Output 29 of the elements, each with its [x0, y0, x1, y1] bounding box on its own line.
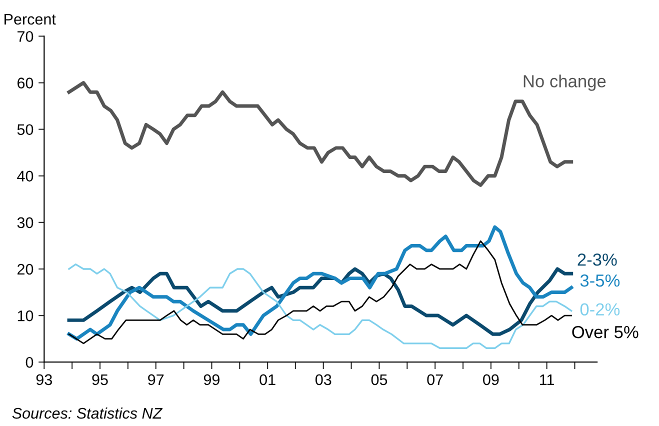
x-tick-label: 95: [92, 374, 108, 386]
y-tick-label: 70: [18, 31, 34, 42]
x-tick-label: 97: [148, 374, 164, 386]
line-series: [67, 267, 574, 336]
source-note: Sources: Statistics NZ: [12, 408, 163, 419]
y-tick-label: 20: [18, 264, 34, 275]
series-label: 0-2%: [580, 303, 620, 316]
series-label: No change: [524, 74, 606, 91]
series-label: 2-3%: [578, 254, 617, 266]
y-tick-label: 40: [17, 170, 34, 182]
y-axis-title: Percent: [4, 14, 56, 25]
x-tick-label: 09: [483, 374, 499, 386]
x-tick-label: 93: [36, 374, 52, 386]
series-label: Over 5%: [572, 326, 638, 338]
x-tick-label: 11: [540, 374, 554, 385]
y-tick-label: 0: [26, 356, 34, 368]
x-tick-label: 99: [204, 374, 220, 386]
series-label: 3-5%: [580, 274, 620, 287]
y-tick-label: 10: [18, 310, 34, 322]
x-tick-label: 03: [315, 374, 332, 386]
x-tick-label: 01: [260, 374, 276, 386]
line-series: [68, 264, 572, 349]
x-tick-label: 07: [427, 374, 443, 386]
y-tick-label: 50: [17, 124, 34, 136]
x-tick-label: 05: [371, 374, 388, 386]
line-series: [67, 225, 574, 341]
y-tick-label: 60: [18, 78, 34, 88]
line-series: [68, 240, 572, 344]
y-tick-label: 30: [17, 217, 34, 228]
